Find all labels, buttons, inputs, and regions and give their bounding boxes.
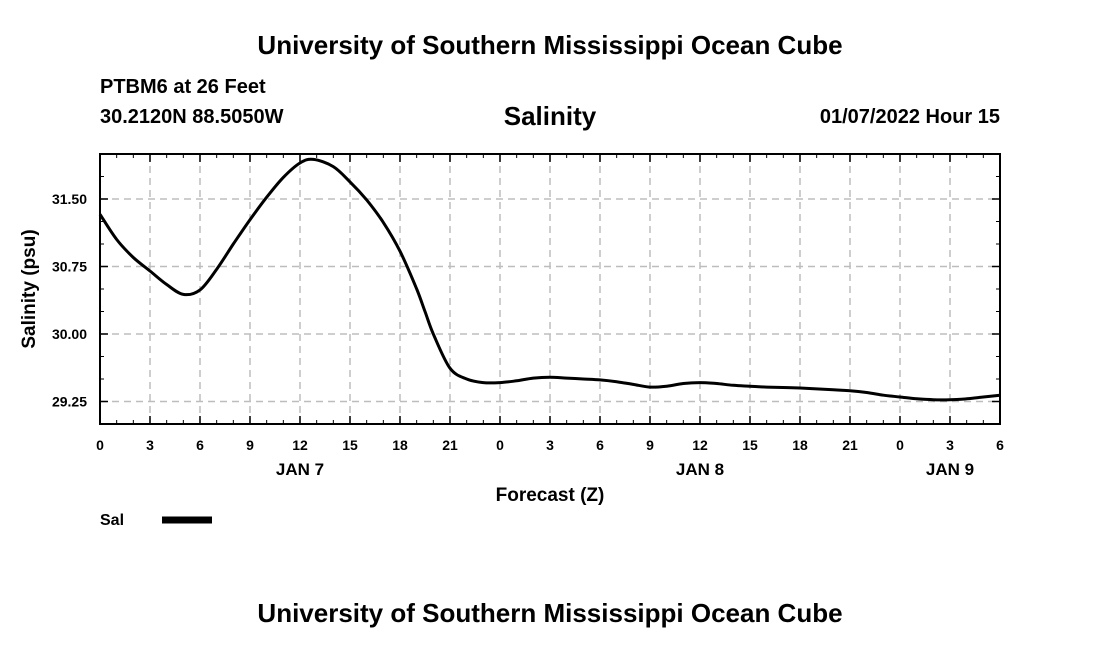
x-tick-label: 12 bbox=[692, 437, 708, 453]
x-tick-label: 9 bbox=[646, 437, 654, 453]
y-tick-label: 30.00 bbox=[52, 326, 87, 342]
x-tick-label: 15 bbox=[342, 437, 358, 453]
station-name: PTBM6 at 26 Feet bbox=[100, 76, 266, 98]
x-tick-label: 3 bbox=[546, 437, 554, 453]
x-tick-label: 15 bbox=[742, 437, 758, 453]
page-title: University of Southern Mississippi Ocean… bbox=[257, 30, 843, 60]
legend: Sal bbox=[100, 512, 212, 529]
forecast-datetime: 01/07/2022 Hour 15 bbox=[819, 106, 1000, 128]
grid-lines bbox=[100, 154, 1000, 424]
series-lines bbox=[98, 157, 1001, 402]
page-footer-title: University of Southern Mississippi Ocean… bbox=[257, 598, 843, 628]
x-tick-label: 6 bbox=[996, 437, 1004, 453]
y-tick-label: 31.50 bbox=[52, 191, 87, 207]
x-tick-label: 0 bbox=[896, 437, 904, 453]
x-tick-label: 21 bbox=[842, 437, 858, 453]
x-tick-label: 18 bbox=[392, 437, 408, 453]
x-tick-label: 18 bbox=[792, 437, 808, 453]
x-tick-label: 6 bbox=[596, 437, 604, 453]
y-tick-label: 29.25 bbox=[52, 394, 87, 410]
x-tick-label: 6 bbox=[196, 437, 204, 453]
x-tick-label: 12 bbox=[292, 437, 308, 453]
x-tick-label: 9 bbox=[246, 437, 254, 453]
x-axis-title: Forecast (Z) bbox=[496, 485, 605, 506]
chart-title: Salinity bbox=[503, 101, 597, 131]
y-tick-label: 30.75 bbox=[52, 259, 87, 275]
plot-frame bbox=[99, 153, 1001, 425]
tick-labels: 0 3 6 9 12 15 18 21 0 3 6 9 12 15 18 21 0 3 6 JAN 7 JAN 8 JAN… bbox=[52, 191, 1004, 479]
x-tick-label: 3 bbox=[146, 437, 154, 453]
x-tick-label: 21 bbox=[442, 437, 458, 453]
day-label: JAN 9 bbox=[926, 460, 974, 479]
day-label: JAN 8 bbox=[676, 460, 724, 479]
station-coordinates: 30.2120N 88.5050W bbox=[100, 106, 284, 128]
x-tick-label: 3 bbox=[946, 437, 954, 453]
y-axis-title: Salinity (psu) bbox=[19, 229, 40, 348]
x-tick-label: 0 bbox=[96, 437, 104, 453]
x-tick-label: 0 bbox=[496, 437, 504, 453]
legend-label: Sal bbox=[100, 512, 124, 529]
day-label: JAN 7 bbox=[276, 460, 324, 479]
series-line-sal bbox=[98, 157, 1001, 402]
